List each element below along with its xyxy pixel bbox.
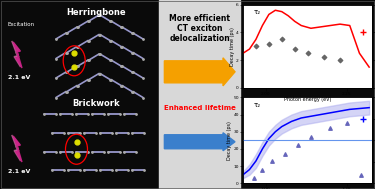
FancyArrow shape	[164, 133, 235, 151]
Polygon shape	[13, 136, 22, 162]
Text: Herringbone: Herringbone	[66, 8, 125, 17]
Point	[358, 173, 364, 176]
Polygon shape	[12, 135, 21, 161]
Text: 2.1 eV: 2.1 eV	[8, 169, 30, 174]
X-axis label: Photon energy (eV): Photon energy (eV)	[284, 98, 332, 102]
Point	[251, 177, 257, 180]
Point	[327, 127, 333, 130]
Point	[337, 59, 343, 62]
Y-axis label: Decay time (ps): Decay time (ps)	[227, 121, 232, 160]
Text: Enhanced lifetime: Enhanced lifetime	[164, 105, 236, 111]
Point	[344, 122, 350, 125]
Text: τ₂: τ₂	[254, 102, 261, 108]
Point	[260, 168, 266, 171]
Text: Brickwork: Brickwork	[72, 98, 119, 108]
Point	[292, 48, 298, 51]
Point	[269, 160, 275, 163]
Text: Excitation: Excitation	[8, 22, 35, 27]
Text: More efficient: More efficient	[169, 14, 230, 23]
Polygon shape	[13, 42, 22, 68]
Point	[295, 144, 301, 147]
FancyArrow shape	[164, 58, 235, 86]
Y-axis label: Decay time (ps): Decay time (ps)	[230, 27, 235, 66]
Point	[253, 45, 259, 48]
Text: delocalization: delocalization	[170, 34, 230, 43]
Point	[308, 135, 314, 138]
Polygon shape	[12, 41, 21, 67]
Text: CT exciton: CT exciton	[177, 24, 222, 33]
Point	[304, 52, 310, 55]
Point	[266, 42, 272, 45]
Point	[282, 153, 288, 156]
Text: τ₂: τ₂	[254, 9, 261, 15]
Text: 2.1 eV: 2.1 eV	[8, 75, 30, 80]
Bar	[0, 0, 159, 189]
Bar	[159, 0, 240, 189]
Point	[321, 56, 327, 59]
Point	[279, 38, 285, 41]
